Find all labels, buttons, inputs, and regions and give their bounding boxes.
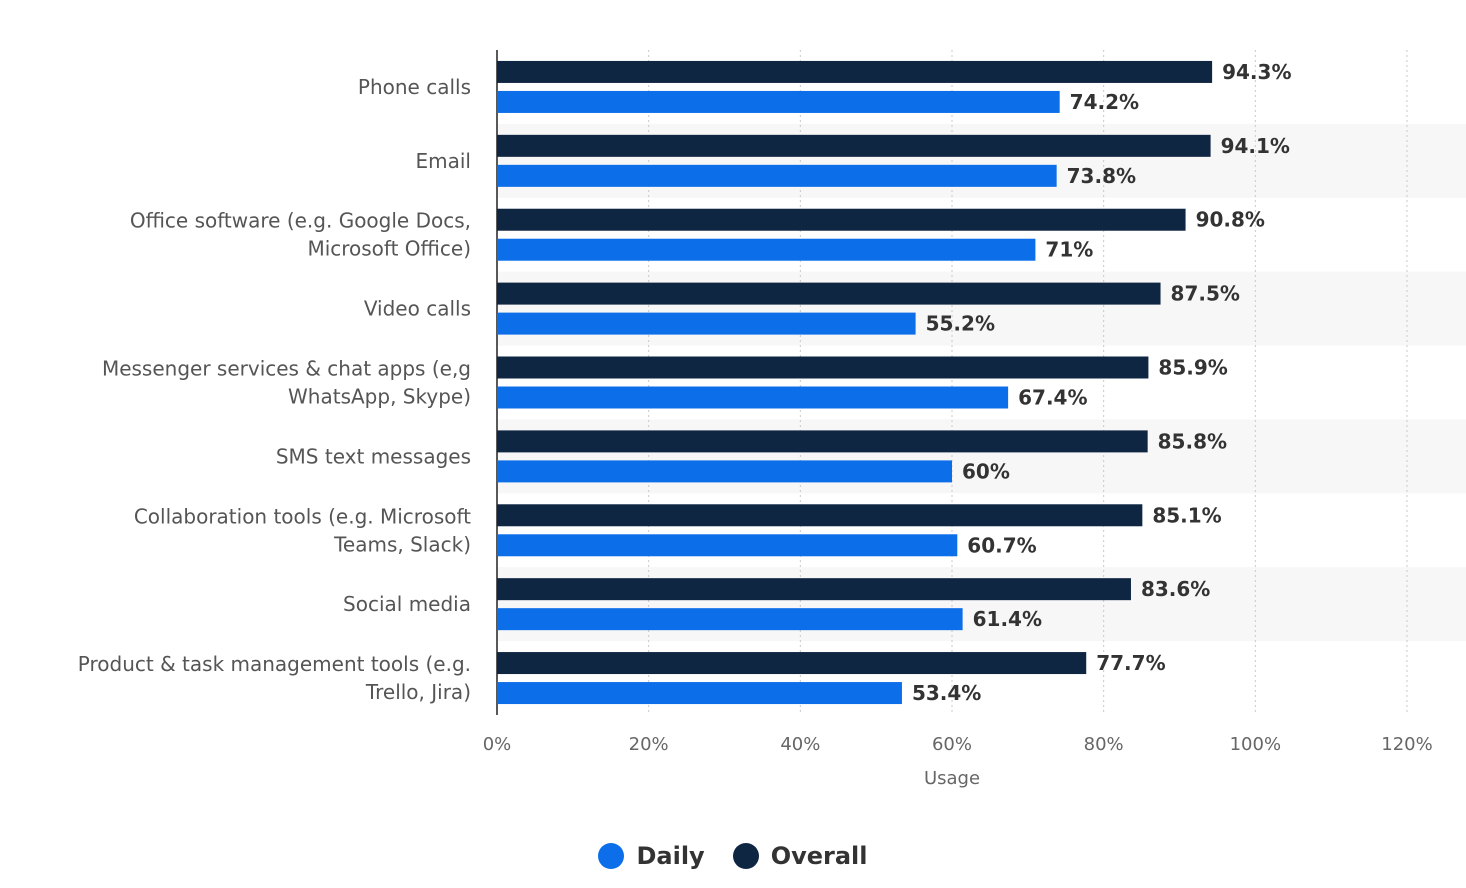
x-tick-label: 60% [932, 734, 972, 755]
category-label: Social media [343, 592, 471, 616]
category-label-line: Messenger services & chat apps (e,g [102, 357, 471, 381]
bar-overall [497, 652, 1087, 675]
data-label-daily: 61.4% [973, 607, 1042, 631]
data-label-overall: 85.9% [1158, 356, 1227, 380]
category-label: Email [416, 149, 472, 173]
legend-label-daily: Daily [636, 842, 705, 870]
x-tick-label: 20% [629, 734, 669, 755]
legend-item-overall[interactable]: Overall [732, 842, 868, 870]
data-label-overall: 83.6% [1141, 577, 1210, 601]
category-label-line: Email [416, 149, 472, 173]
bar-overall [497, 60, 1213, 83]
category-label: Messenger services & chat apps (e,g Whats… [102, 357, 471, 409]
bar-overall [497, 578, 1131, 601]
category-label-line: Phone calls [358, 75, 471, 99]
bar-overall [497, 504, 1143, 527]
bar-overall [497, 282, 1161, 305]
bar-daily [497, 460, 952, 483]
bar-overall [497, 356, 1149, 379]
data-label-daily: 71% [1045, 238, 1093, 262]
bar-daily [497, 312, 916, 335]
bar-daily [497, 608, 963, 631]
data-label-overall: 85.8% [1158, 429, 1227, 453]
bar-chart: 0% 20% 40% 60% 80% 100% 120% Usage Phone calls 94… [77, 50, 1433, 789]
data-label-overall: 85.1% [1152, 503, 1221, 527]
data-label-daily: 73.8% [1067, 164, 1136, 188]
data-label-overall: 87.5% [1171, 282, 1240, 306]
bar-daily [497, 164, 1057, 187]
data-label-daily: 60.7% [967, 533, 1036, 557]
legend-label-overall: Overall [770, 842, 868, 870]
data-label-overall: 77.7% [1096, 651, 1165, 675]
bar-daily [497, 534, 958, 557]
legend-marker-daily [598, 843, 625, 869]
legend-marker-overall [732, 843, 759, 869]
x-tick-label: 100% [1230, 734, 1281, 755]
category-label-line: Social media [343, 592, 471, 616]
bar-daily [497, 238, 1036, 261]
category-label: Video calls [364, 297, 471, 321]
data-label-daily: 55.2% [926, 312, 995, 336]
category-label-line: Collaboration tools (e.g. Microsoft [134, 504, 471, 528]
bar-daily [497, 682, 902, 705]
bar-overall [497, 208, 1186, 231]
x-tick-label: 0% [483, 734, 512, 755]
category-label: Collaboration tools (e.g. Microsoft Teams… [134, 504, 471, 556]
data-label-overall: 90.8% [1196, 208, 1265, 232]
data-label-daily: 67.4% [1018, 386, 1087, 410]
category-label: SMS text messages [276, 444, 471, 468]
x-tick-label: 120% [1381, 734, 1432, 755]
category-label-line: Teams, Slack) [333, 532, 471, 556]
bar-daily [497, 90, 1060, 113]
x-tick-label: 40% [780, 734, 820, 755]
bar-overall [497, 430, 1148, 453]
category-label-line: Trello, Jira) [365, 680, 471, 704]
data-label-overall: 94.1% [1221, 134, 1290, 158]
category-label: Office software (e.g. Google Docs, Micros… [130, 209, 471, 261]
category-label-line: SMS text messages [276, 444, 471, 468]
bar-overall [497, 134, 1211, 157]
chart-legend: Daily Overall [0, 836, 1466, 876]
data-label-daily: 60% [962, 459, 1010, 483]
category-label-line: Microsoft Office) [307, 237, 471, 261]
category-label-line: Video calls [364, 297, 471, 321]
category-label-line: Office software (e.g. Google Docs, [130, 209, 471, 233]
category-label: Phone calls [358, 75, 471, 99]
data-label-daily: 53.4% [912, 681, 981, 705]
category-label-line: WhatsApp, Skype) [288, 385, 471, 409]
data-label-overall: 94.3% [1222, 60, 1291, 84]
x-tick-label: 80% [1084, 734, 1124, 755]
data-label-daily: 74.2% [1070, 90, 1139, 114]
category-label: Product & task management tools (e.g. Tre… [78, 652, 471, 704]
bar-daily [497, 386, 1009, 409]
x-axis-title: Usage [924, 768, 980, 789]
category-label-line: Product & task management tools (e.g. [78, 652, 471, 676]
legend-item-daily[interactable]: Daily [598, 842, 705, 870]
